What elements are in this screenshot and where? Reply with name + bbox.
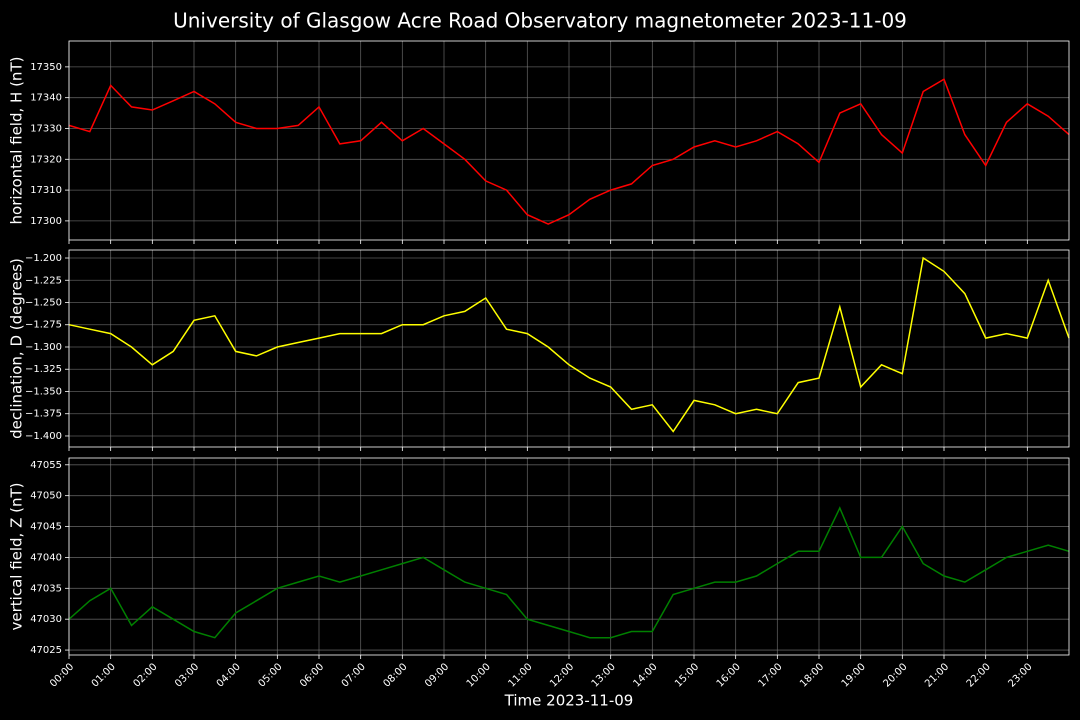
y-tick-label: 47025 xyxy=(30,645,62,656)
y-tick-label: 47030 xyxy=(30,614,62,625)
y-tick-label: −1.300 xyxy=(25,342,62,353)
y-tick-label: −1.250 xyxy=(25,297,62,308)
y-tick-label: −1.400 xyxy=(25,431,62,442)
plot-frame xyxy=(68,457,1070,656)
y-tick-label: 47045 xyxy=(30,522,62,533)
data-line xyxy=(68,256,1070,433)
y-tick-label: 17310 xyxy=(30,185,62,196)
y-tick-label: −1.275 xyxy=(25,320,62,331)
y-tick-label: −1.200 xyxy=(25,253,62,264)
y-tick-label: 17300 xyxy=(30,216,62,227)
y-tick-label: 17350 xyxy=(30,62,62,73)
y-tick-label: 47040 xyxy=(30,552,62,563)
chart-title: University of Glasgow Acre Road Observat… xyxy=(173,9,907,33)
data-line xyxy=(68,78,1070,225)
y-tick-label: −1.375 xyxy=(25,409,62,420)
plot-frame xyxy=(68,40,1070,241)
y-tick-label: −1.350 xyxy=(25,386,62,397)
data-line xyxy=(68,506,1070,639)
y-tick-label: −1.225 xyxy=(25,275,62,286)
y-tick-label: 17340 xyxy=(30,93,62,104)
y-tick-label: 47055 xyxy=(30,460,62,471)
y-axis-label: declination, D (degrees) xyxy=(8,258,26,439)
y-axis-label: vertical field, Z (nT) xyxy=(8,482,26,630)
y-tick-label: 17320 xyxy=(30,154,62,165)
y-tick-label: −1.325 xyxy=(25,364,62,375)
x-axis-label: Time 2023-11-09 xyxy=(504,692,634,710)
y-axis-label: horizontal field, H (nT) xyxy=(8,57,26,225)
y-tick-label: 47050 xyxy=(30,491,62,502)
y-tick-label: 47035 xyxy=(30,583,62,594)
plot-frame xyxy=(68,249,1070,448)
y-tick-label: 17330 xyxy=(30,123,62,134)
